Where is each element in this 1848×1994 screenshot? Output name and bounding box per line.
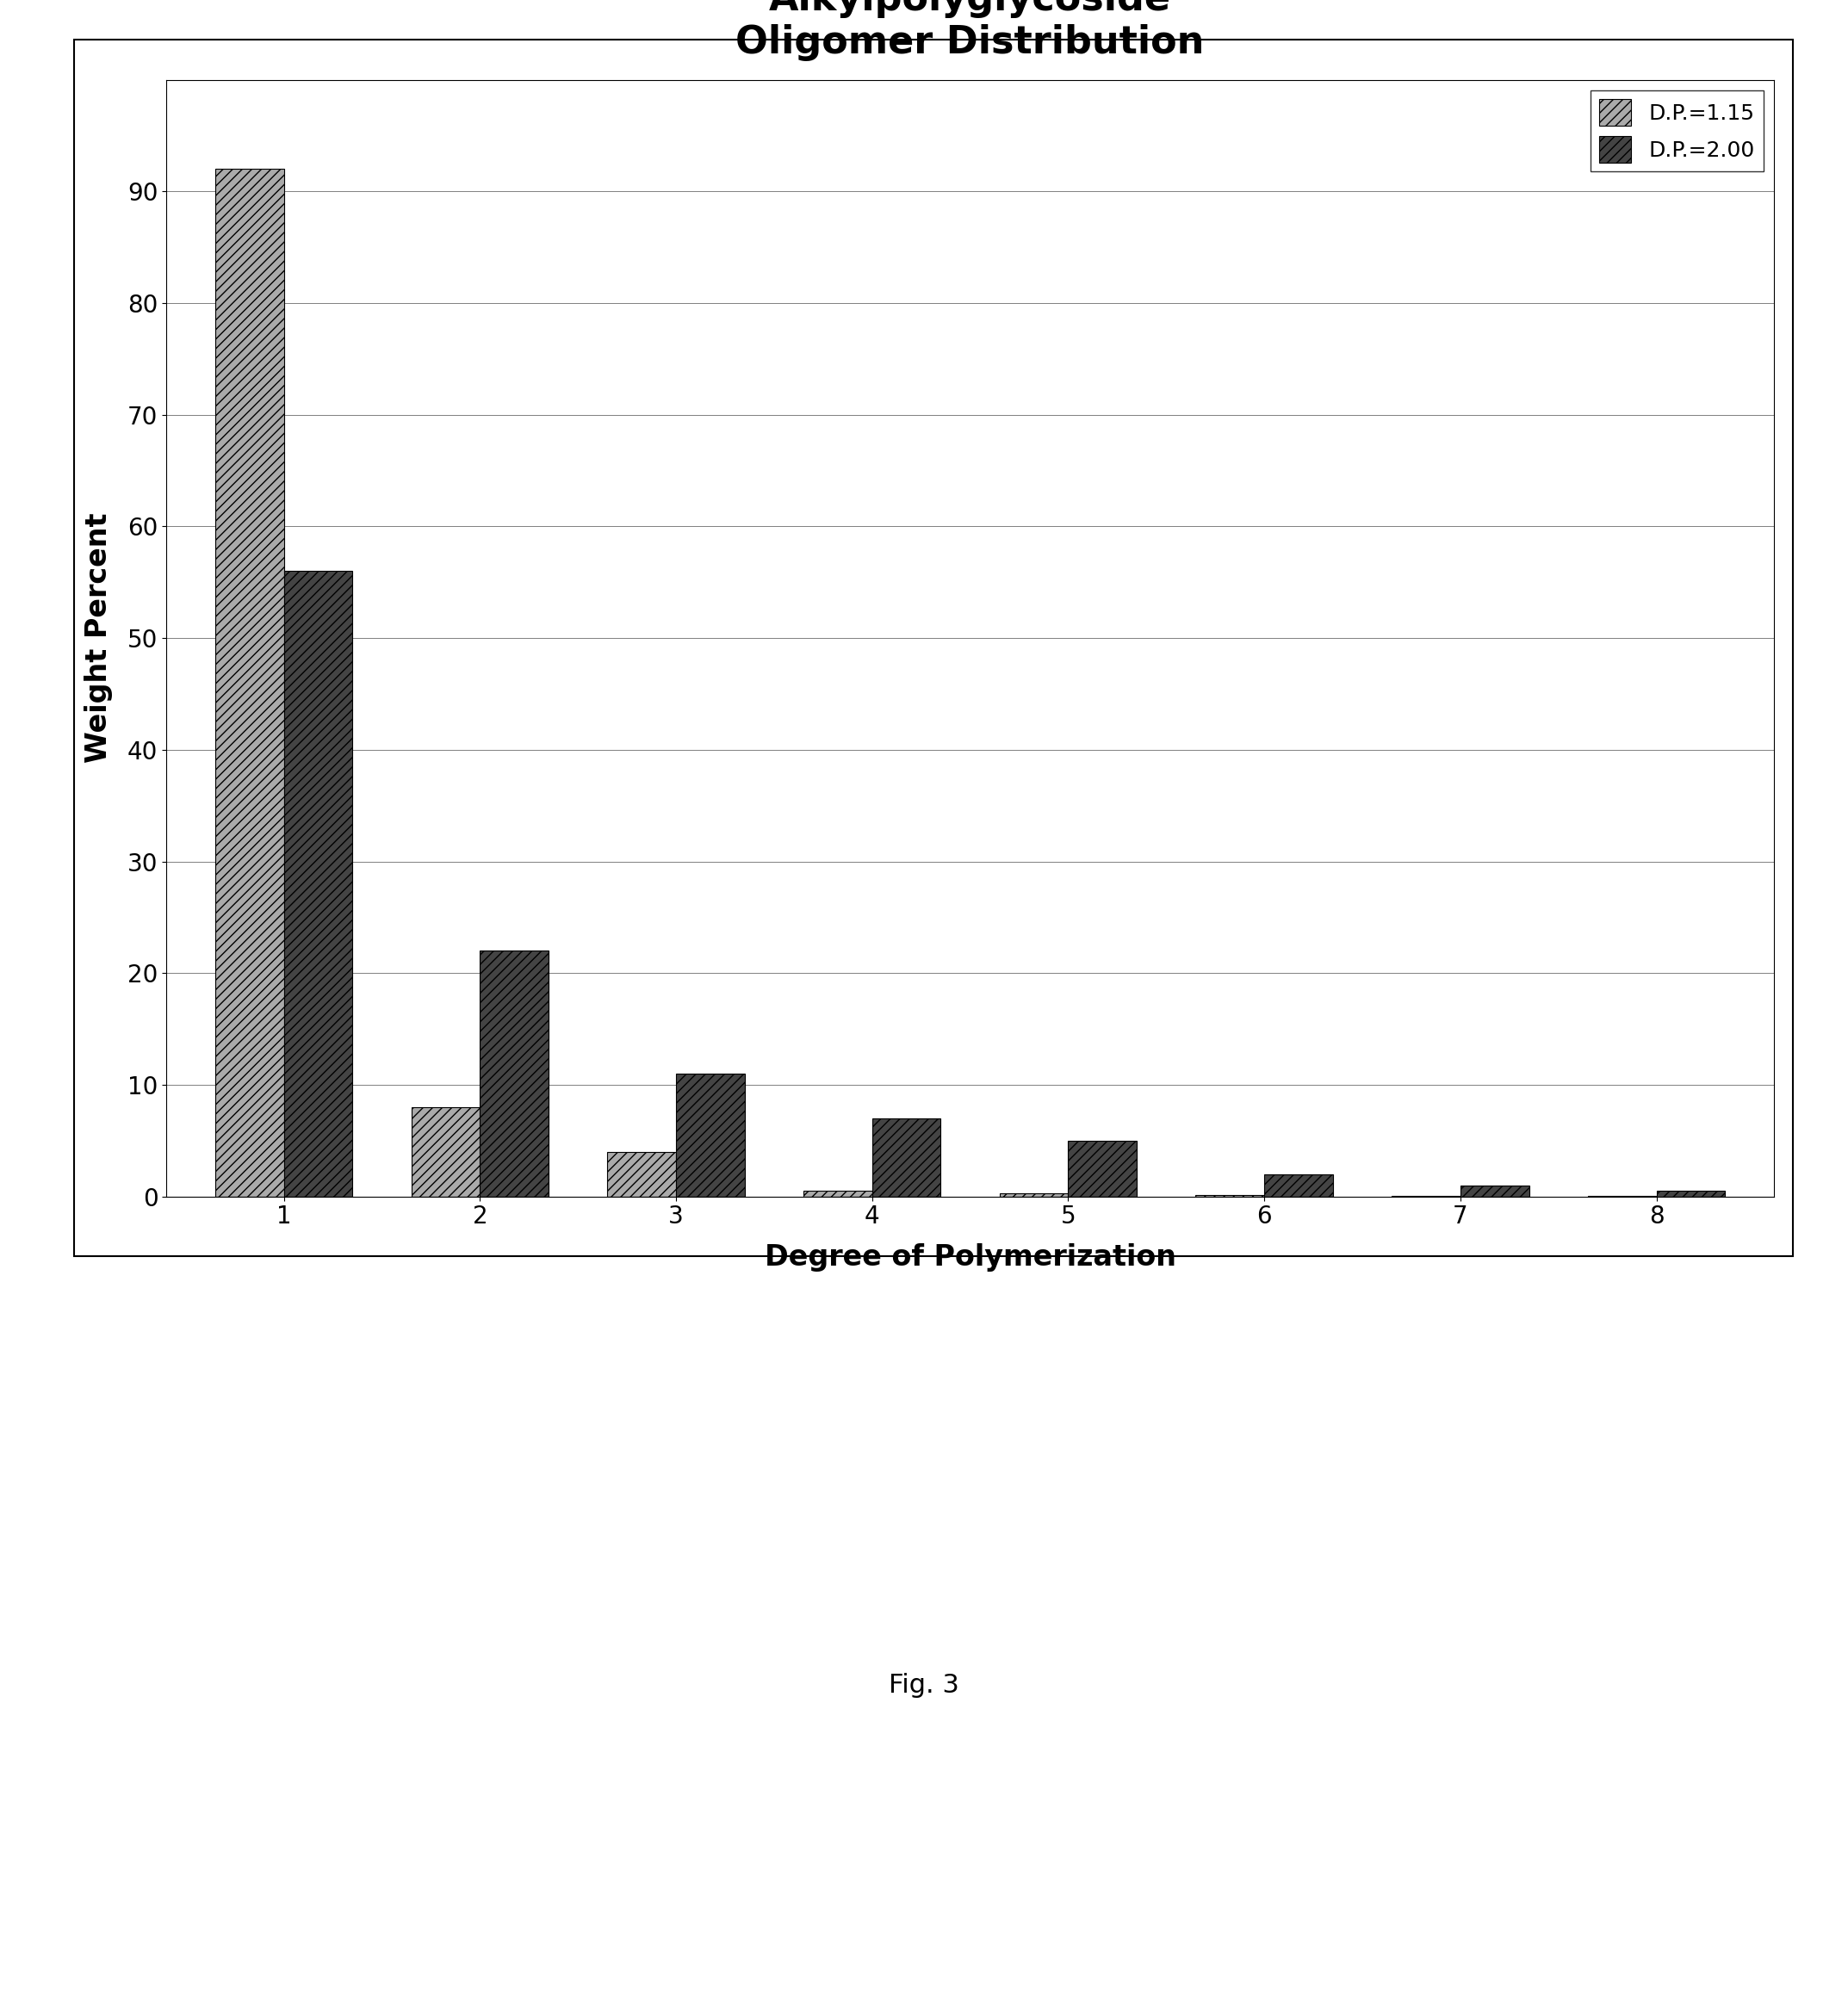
Bar <box>412 1107 480 1196</box>
Bar <box>804 1190 872 1196</box>
Y-axis label: Weight Percent: Weight Percent <box>85 512 113 764</box>
Bar <box>608 1153 676 1196</box>
Bar <box>216 169 285 1196</box>
Text: Fig. 3: Fig. 3 <box>889 1673 959 1697</box>
Title: Alkylpolyglycoside
Oligomer Distribution: Alkylpolyglycoside Oligomer Distribution <box>736 0 1205 62</box>
Bar <box>1068 1141 1137 1196</box>
Bar <box>676 1073 745 1196</box>
Legend: D.P.=1.15, D.P.=2.00: D.P.=1.15, D.P.=2.00 <box>1591 90 1763 171</box>
Bar <box>1264 1174 1332 1196</box>
Bar <box>1460 1184 1528 1196</box>
Bar <box>480 951 549 1196</box>
Bar <box>285 570 353 1196</box>
Bar <box>1000 1192 1068 1196</box>
Bar <box>1656 1190 1724 1196</box>
Bar <box>872 1119 941 1196</box>
X-axis label: Degree of Polymerization: Degree of Polymerization <box>765 1242 1175 1272</box>
